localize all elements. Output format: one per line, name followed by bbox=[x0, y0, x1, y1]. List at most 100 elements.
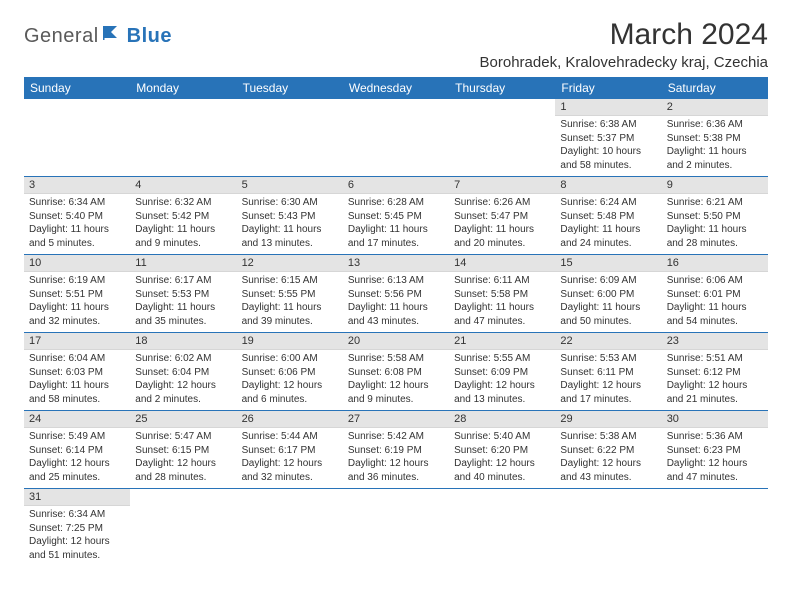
day-number: 27 bbox=[343, 411, 449, 428]
location-text: Borohradek, Kralovehradecky kraj, Czechi… bbox=[480, 54, 768, 71]
sunset-text: Sunset: 5:48 PM bbox=[560, 210, 656, 224]
day-number: 2 bbox=[662, 99, 768, 116]
sunset-text: Sunset: 6:06 PM bbox=[242, 366, 338, 380]
day-header: Saturday bbox=[662, 77, 768, 99]
day-details: Sunrise: 6:17 AMSunset: 5:53 PMDaylight:… bbox=[130, 272, 236, 332]
day-details: Sunrise: 6:26 AMSunset: 5:47 PMDaylight:… bbox=[449, 194, 555, 254]
calendar-cell bbox=[555, 489, 661, 567]
calendar-cell: 8Sunrise: 6:24 AMSunset: 5:48 PMDaylight… bbox=[555, 177, 661, 255]
calendar-cell: 3Sunrise: 6:34 AMSunset: 5:40 PMDaylight… bbox=[24, 177, 130, 255]
day-details: Sunrise: 5:49 AMSunset: 6:14 PMDaylight:… bbox=[24, 428, 130, 488]
daylight-text: Daylight: 11 hours and 39 minutes. bbox=[242, 301, 338, 328]
day-number: 18 bbox=[130, 333, 236, 350]
sunset-text: Sunset: 5:42 PM bbox=[135, 210, 231, 224]
day-details: Sunrise: 6:24 AMSunset: 5:48 PMDaylight:… bbox=[555, 194, 661, 254]
daylight-text: Daylight: 12 hours and 40 minutes. bbox=[454, 457, 550, 484]
day-details: Sunrise: 6:13 AMSunset: 5:56 PMDaylight:… bbox=[343, 272, 449, 332]
sunrise-text: Sunrise: 5:42 AM bbox=[348, 430, 444, 444]
daylight-text: Daylight: 12 hours and 2 minutes. bbox=[135, 379, 231, 406]
daylight-text: Daylight: 12 hours and 21 minutes. bbox=[667, 379, 763, 406]
flag-icon bbox=[103, 24, 125, 45]
sunrise-text: Sunrise: 6:30 AM bbox=[242, 196, 338, 210]
day-number: 9 bbox=[662, 177, 768, 194]
sunrise-text: Sunrise: 5:53 AM bbox=[560, 352, 656, 366]
sunrise-text: Sunrise: 5:36 AM bbox=[667, 430, 763, 444]
daylight-text: Daylight: 11 hours and 32 minutes. bbox=[29, 301, 125, 328]
sunrise-text: Sunrise: 5:40 AM bbox=[454, 430, 550, 444]
calendar-header-row: SundayMondayTuesdayWednesdayThursdayFrid… bbox=[24, 77, 768, 99]
day-number: 30 bbox=[662, 411, 768, 428]
day-number: 25 bbox=[130, 411, 236, 428]
sunrise-text: Sunrise: 5:49 AM bbox=[29, 430, 125, 444]
day-number: 21 bbox=[449, 333, 555, 350]
day-number: 29 bbox=[555, 411, 661, 428]
day-details: Sunrise: 6:09 AMSunset: 6:00 PMDaylight:… bbox=[555, 272, 661, 332]
sunset-text: Sunset: 6:08 PM bbox=[348, 366, 444, 380]
calendar-cell: 30Sunrise: 5:36 AMSunset: 6:23 PMDayligh… bbox=[662, 411, 768, 489]
sunrise-text: Sunrise: 5:51 AM bbox=[667, 352, 763, 366]
sunset-text: Sunset: 6:00 PM bbox=[560, 288, 656, 302]
day-details: Sunrise: 6:34 AMSunset: 5:40 PMDaylight:… bbox=[24, 194, 130, 254]
day-details: Sunrise: 5:36 AMSunset: 6:23 PMDaylight:… bbox=[662, 428, 768, 488]
calendar-cell bbox=[24, 99, 130, 177]
daylight-text: Daylight: 11 hours and 9 minutes. bbox=[135, 223, 231, 250]
day-number: 26 bbox=[237, 411, 343, 428]
sunset-text: Sunset: 6:12 PM bbox=[667, 366, 763, 380]
daylight-text: Daylight: 11 hours and 2 minutes. bbox=[667, 145, 763, 172]
sunset-text: Sunset: 7:25 PM bbox=[29, 522, 125, 536]
calendar-cell: 4Sunrise: 6:32 AMSunset: 5:42 PMDaylight… bbox=[130, 177, 236, 255]
logo-text-blue: Blue bbox=[127, 25, 172, 48]
day-header: Monday bbox=[130, 77, 236, 99]
sunrise-text: Sunrise: 5:58 AM bbox=[348, 352, 444, 366]
day-number: 4 bbox=[130, 177, 236, 194]
calendar-cell bbox=[343, 489, 449, 567]
day-details: Sunrise: 5:53 AMSunset: 6:11 PMDaylight:… bbox=[555, 350, 661, 410]
calendar-cell bbox=[130, 489, 236, 567]
day-details: Sunrise: 5:44 AMSunset: 6:17 PMDaylight:… bbox=[237, 428, 343, 488]
sunrise-text: Sunrise: 6:11 AM bbox=[454, 274, 550, 288]
day-details: Sunrise: 5:55 AMSunset: 6:09 PMDaylight:… bbox=[449, 350, 555, 410]
sunset-text: Sunset: 6:14 PM bbox=[29, 444, 125, 458]
calendar-table: SundayMondayTuesdayWednesdayThursdayFrid… bbox=[24, 77, 768, 566]
daylight-text: Daylight: 12 hours and 25 minutes. bbox=[29, 457, 125, 484]
calendar-cell: 11Sunrise: 6:17 AMSunset: 5:53 PMDayligh… bbox=[130, 255, 236, 333]
sunset-text: Sunset: 6:20 PM bbox=[454, 444, 550, 458]
sunset-text: Sunset: 6:11 PM bbox=[560, 366, 656, 380]
sunrise-text: Sunrise: 5:44 AM bbox=[242, 430, 338, 444]
sunrise-text: Sunrise: 6:13 AM bbox=[348, 274, 444, 288]
day-details: Sunrise: 6:28 AMSunset: 5:45 PMDaylight:… bbox=[343, 194, 449, 254]
day-number: 6 bbox=[343, 177, 449, 194]
calendar-cell: 7Sunrise: 6:26 AMSunset: 5:47 PMDaylight… bbox=[449, 177, 555, 255]
calendar-week-row: 10Sunrise: 6:19 AMSunset: 5:51 PMDayligh… bbox=[24, 255, 768, 333]
daylight-text: Daylight: 12 hours and 32 minutes. bbox=[242, 457, 338, 484]
calendar-week-row: 1Sunrise: 6:38 AMSunset: 5:37 PMDaylight… bbox=[24, 99, 768, 177]
sunrise-text: Sunrise: 6:09 AM bbox=[560, 274, 656, 288]
day-details: Sunrise: 6:38 AMSunset: 5:37 PMDaylight:… bbox=[555, 116, 661, 176]
daylight-text: Daylight: 11 hours and 20 minutes. bbox=[454, 223, 550, 250]
daylight-text: Daylight: 11 hours and 58 minutes. bbox=[29, 379, 125, 406]
daylight-text: Daylight: 12 hours and 43 minutes. bbox=[560, 457, 656, 484]
day-number: 1 bbox=[555, 99, 661, 116]
calendar-cell bbox=[237, 99, 343, 177]
sunset-text: Sunset: 6:09 PM bbox=[454, 366, 550, 380]
calendar-cell: 23Sunrise: 5:51 AMSunset: 6:12 PMDayligh… bbox=[662, 333, 768, 411]
calendar-cell: 9Sunrise: 6:21 AMSunset: 5:50 PMDaylight… bbox=[662, 177, 768, 255]
sunrise-text: Sunrise: 6:34 AM bbox=[29, 196, 125, 210]
day-header: Wednesday bbox=[343, 77, 449, 99]
day-number: 17 bbox=[24, 333, 130, 350]
daylight-text: Daylight: 11 hours and 24 minutes. bbox=[560, 223, 656, 250]
calendar-cell: 29Sunrise: 5:38 AMSunset: 6:22 PMDayligh… bbox=[555, 411, 661, 489]
sunset-text: Sunset: 6:04 PM bbox=[135, 366, 231, 380]
calendar-cell: 26Sunrise: 5:44 AMSunset: 6:17 PMDayligh… bbox=[237, 411, 343, 489]
calendar-cell: 13Sunrise: 6:13 AMSunset: 5:56 PMDayligh… bbox=[343, 255, 449, 333]
sunset-text: Sunset: 6:15 PM bbox=[135, 444, 231, 458]
sunrise-text: Sunrise: 6:24 AM bbox=[560, 196, 656, 210]
calendar-cell: 22Sunrise: 5:53 AMSunset: 6:11 PMDayligh… bbox=[555, 333, 661, 411]
day-details: Sunrise: 6:36 AMSunset: 5:38 PMDaylight:… bbox=[662, 116, 768, 176]
sunset-text: Sunset: 6:17 PM bbox=[242, 444, 338, 458]
calendar-cell bbox=[237, 489, 343, 567]
day-header: Tuesday bbox=[237, 77, 343, 99]
day-details: Sunrise: 5:38 AMSunset: 6:22 PMDaylight:… bbox=[555, 428, 661, 488]
day-details: Sunrise: 6:30 AMSunset: 5:43 PMDaylight:… bbox=[237, 194, 343, 254]
calendar-cell bbox=[130, 99, 236, 177]
